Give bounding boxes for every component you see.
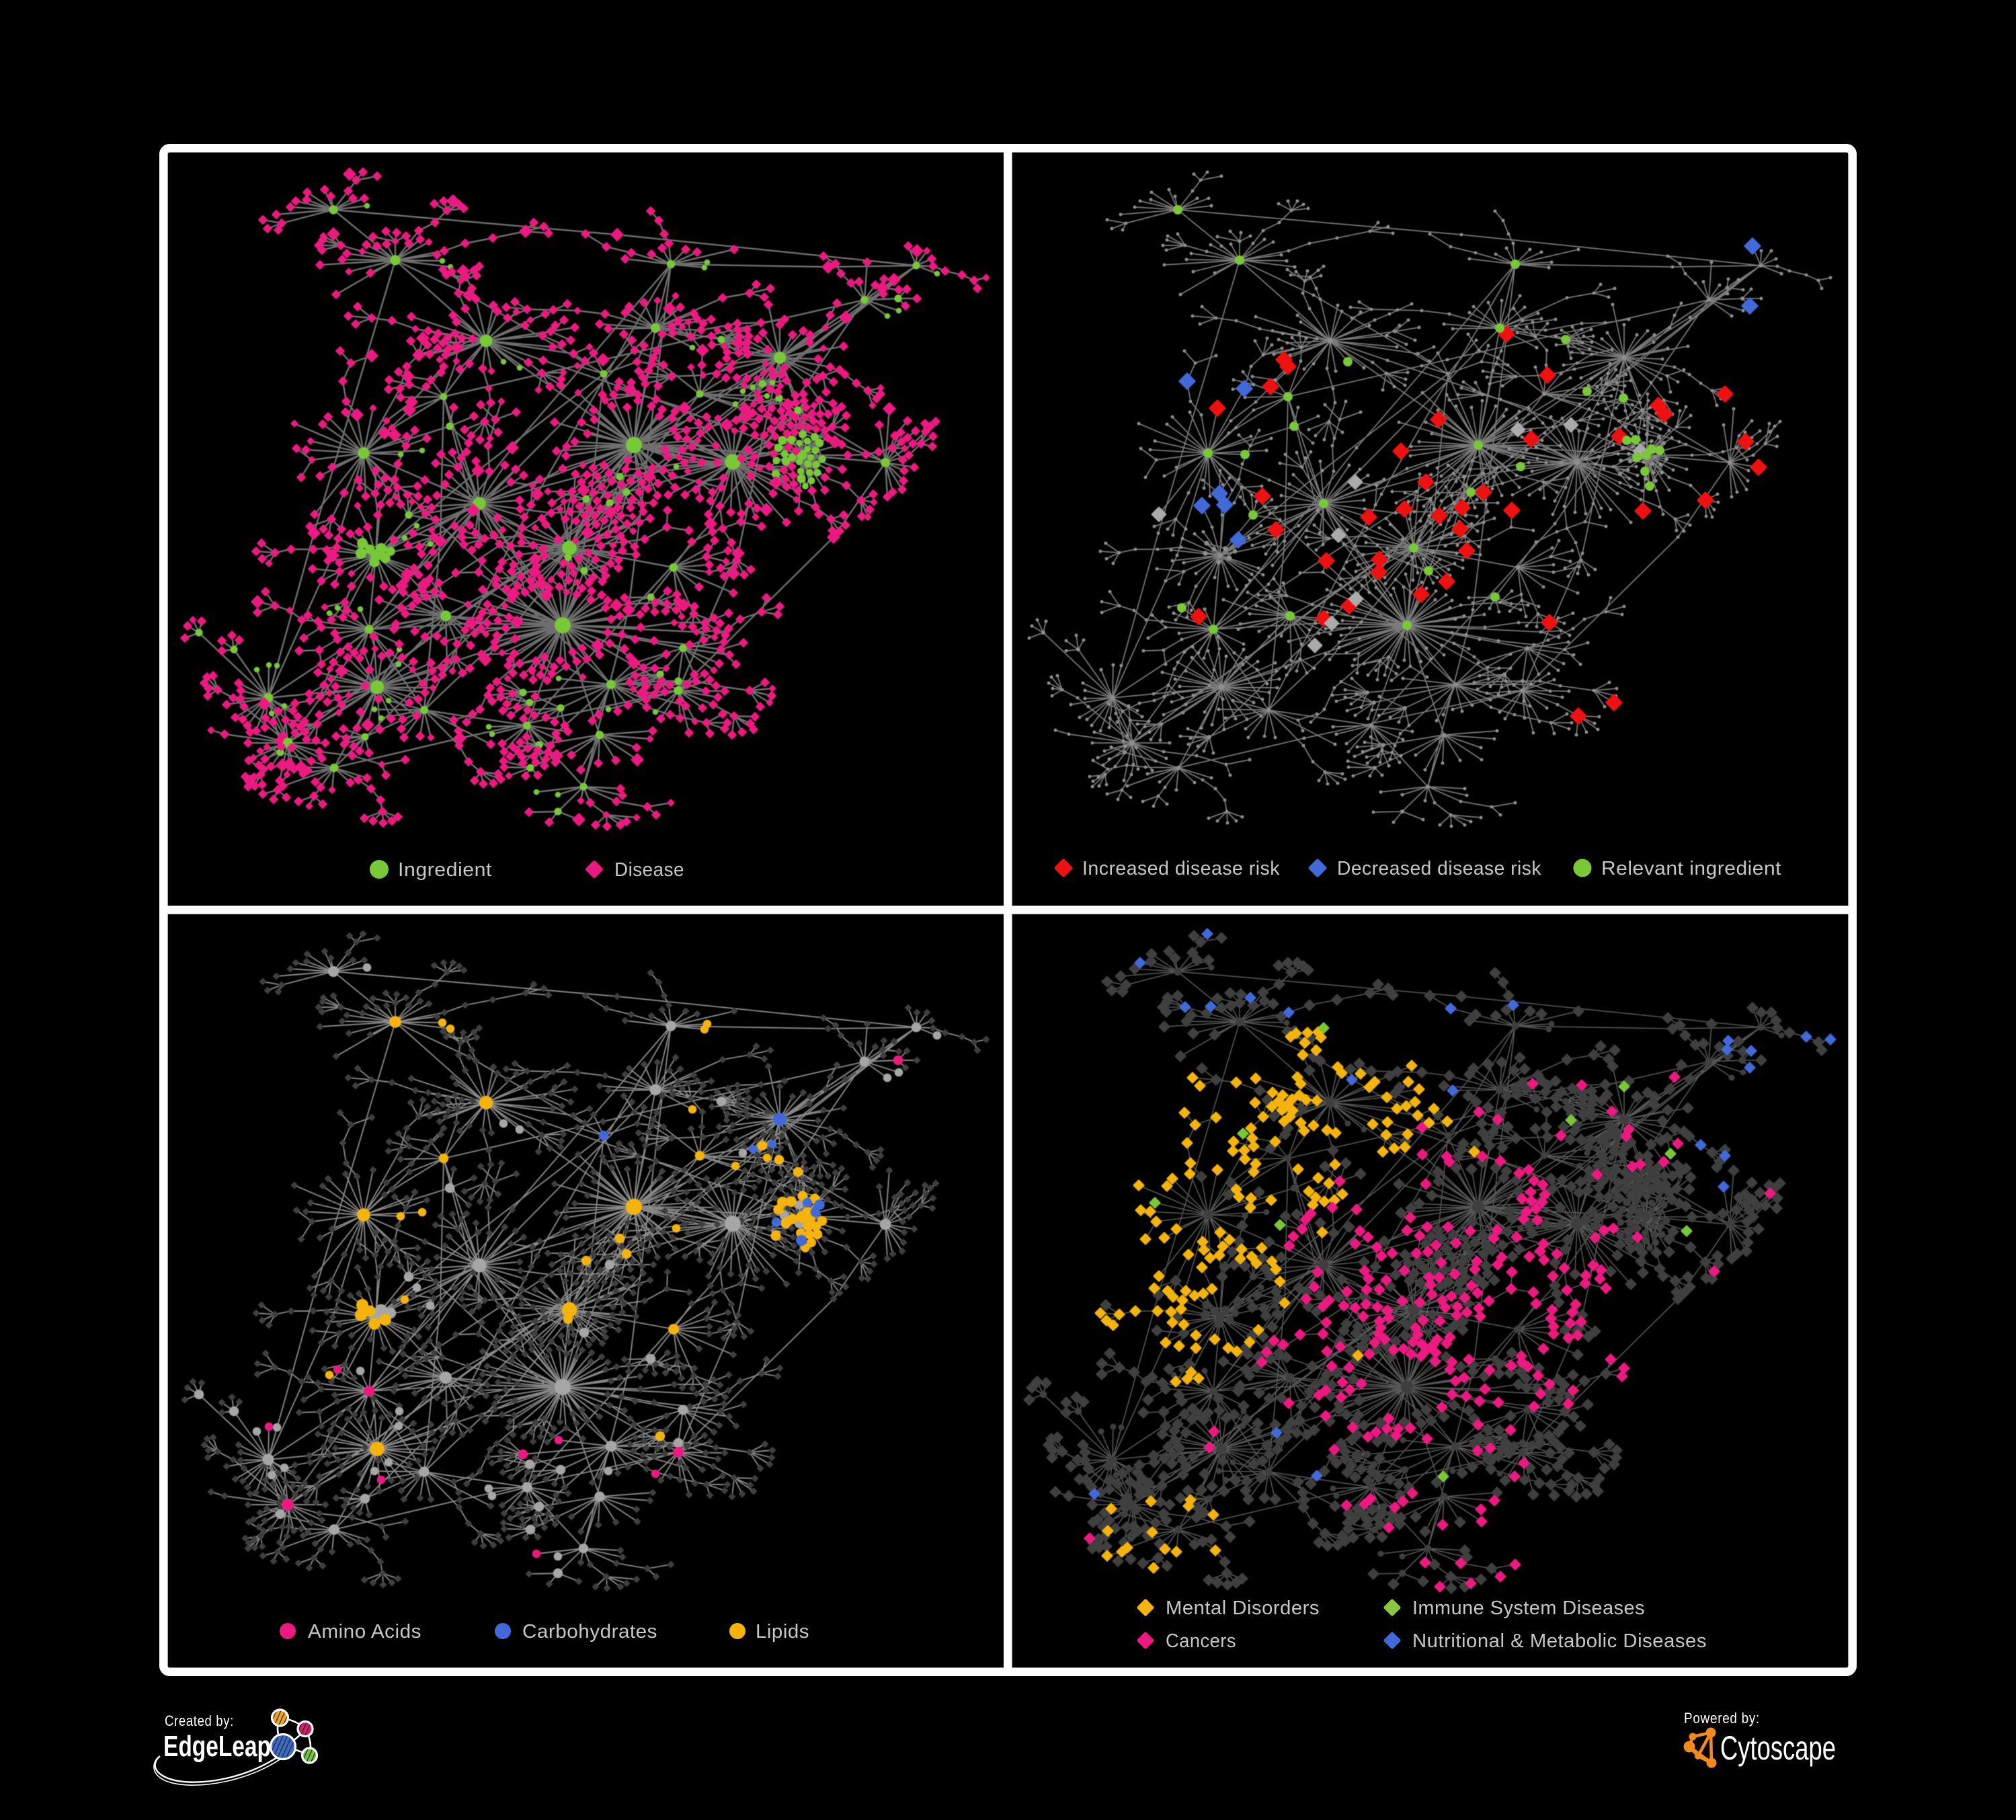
svg-text:Relevant ingredient: Relevant ingredient [1601,858,1781,879]
svg-text:Increased disease risk: Increased disease risk [1082,858,1280,879]
svg-text:Cancers: Cancers [1166,1630,1236,1652]
svg-text:Ingredient: Ingredient [398,859,492,881]
svg-text:Powered by:: Powered by: [1684,1710,1760,1727]
svg-text:Disease: Disease [614,859,684,881]
svg-text:Amino Acids: Amino Acids [308,1621,421,1643]
svg-text:Carbohydrates: Carbohydrates [522,1621,657,1643]
svg-text:Decreased disease risk: Decreased disease risk [1337,858,1541,879]
svg-text:EdgeLeap: EdgeLeap [163,1730,271,1763]
svg-text:Nutritional & Metabolic Diseas: Nutritional & Metabolic Diseases [1412,1630,1707,1652]
svg-text:Created by:: Created by: [165,1712,234,1729]
svg-text:Lipids: Lipids [756,1621,809,1643]
svg-text:Cytoscape: Cytoscape [1720,1729,1836,1767]
svg-text:Immune System Diseases: Immune System Diseases [1412,1597,1645,1619]
svg-text:Mental Disorders: Mental Disorders [1166,1597,1320,1619]
